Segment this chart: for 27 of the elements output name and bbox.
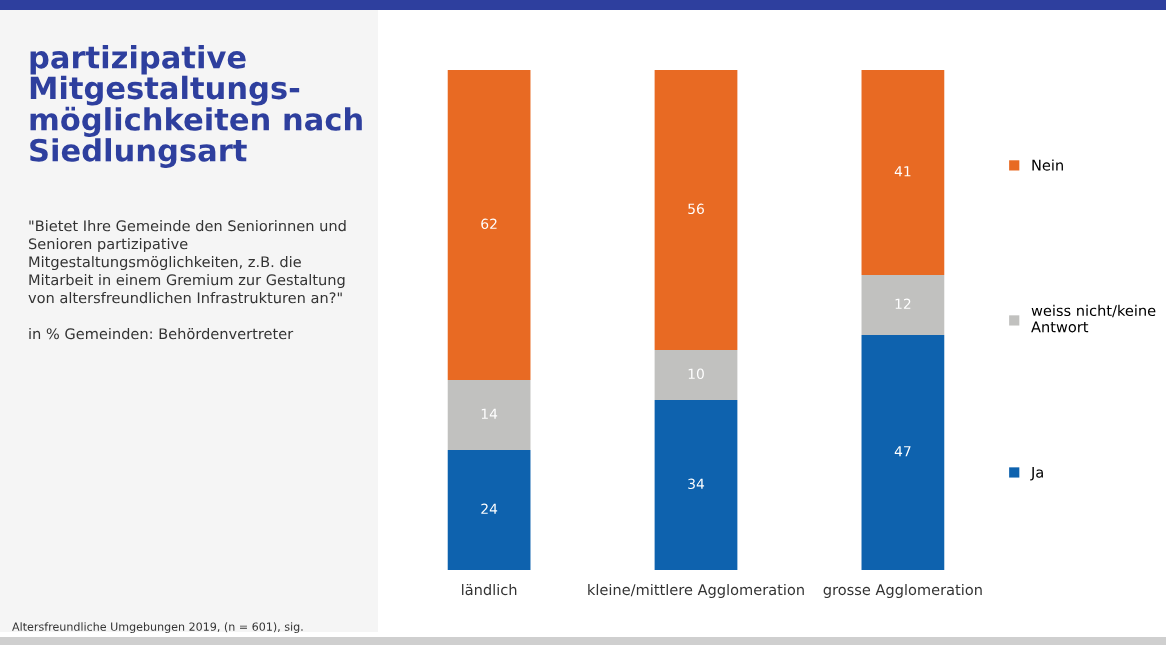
bar — [861, 275, 945, 335]
text: Altersfreundliche Umgebungen 2019, (n = 601), sig. — [12, 622, 303, 633]
bar — [861, 335, 945, 570]
x-tick-label: ländlich — [462, 583, 517, 596]
text: partizipative Mitgestaltungs- möglichkeiten nach Siedlungsart — [30, 45, 362, 168]
bar — [447, 70, 531, 380]
legend-label: Nein — [1032, 159, 1063, 171]
bar — [654, 350, 738, 400]
data-label: 62 — [481, 218, 497, 230]
data-label: 24 — [481, 503, 498, 514]
bar — [654, 70, 738, 350]
bar — [861, 70, 945, 275]
bar — [654, 400, 738, 570]
x-tick-label: kleine/mittlere Agglomeration — [588, 583, 804, 598]
data-label: 34 — [688, 478, 705, 490]
bar — [447, 450, 531, 570]
legend-label: Ja — [1030, 466, 1043, 481]
text: "Bietet Ihre Gemeinde den Seniorinnen und Senioren partizipative Mitgestaltungsmöglichkeiten, z.B. die Mitarbeit in einem Gremium zur Gestaltung von altersfreundlichen Infrastrukturen an?" in % Gemeinden: Behördenvertreter — [28, 220, 346, 340]
data-label: 10 — [688, 368, 704, 380]
bar — [447, 380, 531, 450]
data-label: 56 — [688, 203, 704, 215]
data-label: 12 — [895, 298, 911, 309]
legend-label: weiss nicht/keine Antwort — [1031, 304, 1156, 333]
data-label: 47 — [894, 446, 911, 457]
x-tick-label: grosse Agglomeration — [823, 583, 982, 598]
data-label: 14 — [481, 408, 498, 419]
data-label: 41 — [894, 166, 911, 177]
